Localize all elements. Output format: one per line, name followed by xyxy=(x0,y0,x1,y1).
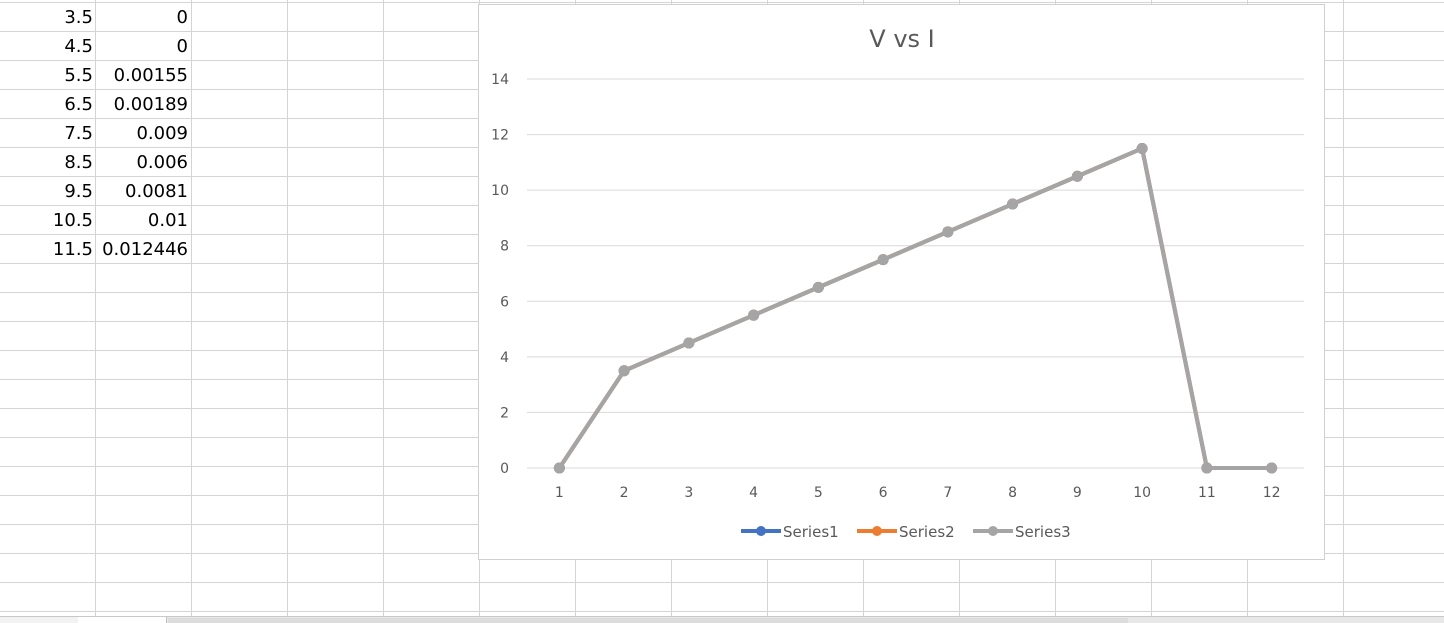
data-point xyxy=(748,309,760,321)
sheet-tab-active[interactable] xyxy=(78,617,167,623)
data-point xyxy=(812,281,824,293)
x-tick-label: 11 xyxy=(1198,485,1216,501)
x-tick-label: 10 xyxy=(1133,485,1151,501)
y-tick-label: 0 xyxy=(500,461,509,477)
data-point xyxy=(683,337,695,349)
legend-label: Series3 xyxy=(1015,523,1071,541)
legend-label: Series2 xyxy=(899,523,955,541)
series-line-series2 xyxy=(557,146,1274,470)
cell-a[interactable]: 9.5 xyxy=(64,181,93,202)
data-point xyxy=(942,226,954,238)
y-tick-label: 10 xyxy=(491,183,509,199)
chart-title: V vs I xyxy=(869,25,934,53)
cell-a[interactable]: 4.5 xyxy=(64,36,93,57)
y-tick-label: 2 xyxy=(500,405,509,421)
data-point xyxy=(553,462,565,474)
data-point xyxy=(1071,170,1083,182)
cell-a[interactable]: 3.5 xyxy=(64,7,93,28)
data-point xyxy=(1201,462,1213,474)
data-point xyxy=(618,365,630,377)
data-point xyxy=(1007,198,1019,210)
cell-b[interactable]: 0.009 xyxy=(136,123,188,144)
legend-marker xyxy=(988,526,998,536)
cell-a[interactable]: 8.5 xyxy=(64,152,93,173)
data-point xyxy=(877,254,889,266)
horizontal-scrollbar[interactable] xyxy=(168,618,1128,623)
cell-b[interactable]: 0.00189 xyxy=(113,94,188,115)
y-tick-label: 12 xyxy=(491,128,509,144)
cell-b[interactable]: 0.012446 xyxy=(102,239,188,260)
x-tick-label: 1 xyxy=(555,485,564,501)
legend-marker xyxy=(872,526,882,536)
x-tick-label: 4 xyxy=(749,485,758,501)
sheet-tab[interactable] xyxy=(0,617,79,623)
chart-area[interactable]: V vs I 0 2 4 6 8 10 12 14 1 2 3 4 5 6 7 8 9 10 11 12 Series1 S… xyxy=(478,4,1325,560)
cell-b[interactable]: 0 xyxy=(176,7,188,28)
cell-a[interactable]: 11.5 xyxy=(52,239,93,260)
x-tick-label: 9 xyxy=(1073,485,1082,501)
x-tick-label: 2 xyxy=(620,485,629,501)
cell-b[interactable]: 0.0081 xyxy=(125,181,188,202)
cell-a[interactable]: 7.5 xyxy=(64,123,93,144)
series-line-series3 xyxy=(557,146,1274,470)
x-tick-label: 12 xyxy=(1263,485,1281,501)
legend-marker xyxy=(756,526,766,536)
y-tick-label: 4 xyxy=(500,350,509,366)
x-tick-label: 3 xyxy=(684,485,693,501)
y-tick-label: 6 xyxy=(500,294,509,310)
cell-b[interactable]: 0.01 xyxy=(147,210,188,231)
cell-b[interactable]: 0.00155 xyxy=(113,65,188,86)
sheet-tab-bar xyxy=(0,616,1444,623)
y-tick-label: 14 xyxy=(491,72,509,88)
x-tick-label: 8 xyxy=(1008,485,1017,501)
data-point xyxy=(1136,142,1148,154)
x-tick-label: 5 xyxy=(814,485,823,501)
x-tick-label: 6 xyxy=(879,485,888,501)
legend-label: Series1 xyxy=(783,523,839,541)
data-point xyxy=(1266,462,1278,474)
cell-a[interactable]: 5.5 xyxy=(64,65,93,86)
series-line-series1 xyxy=(557,146,1274,470)
cell-b[interactable]: 0 xyxy=(176,36,188,57)
cell-a[interactable]: 10.5 xyxy=(52,210,93,231)
cell-b[interactable]: 0.006 xyxy=(136,152,188,173)
y-tick-label: 8 xyxy=(500,239,509,255)
x-tick-label: 7 xyxy=(943,485,952,501)
cell-a[interactable]: 6.5 xyxy=(64,94,93,115)
